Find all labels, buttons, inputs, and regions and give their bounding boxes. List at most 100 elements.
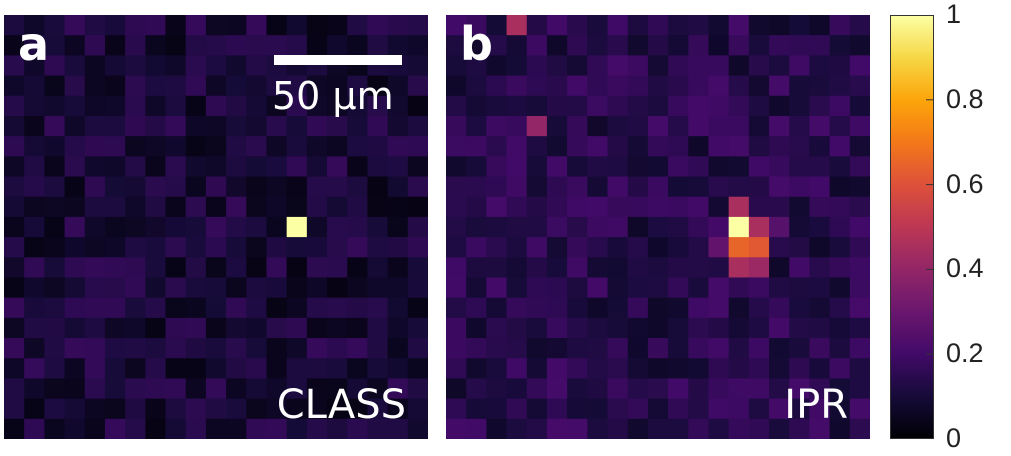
heatmap-cell — [748, 75, 770, 97]
heatmap-cell — [748, 418, 770, 439]
heatmap-cell — [24, 277, 45, 299]
heatmap-cell — [829, 237, 851, 258]
heatmap-cell — [486, 176, 508, 198]
heatmap-cell — [347, 95, 369, 117]
panel-b-method-label: IPR — [784, 382, 848, 428]
heatmap-cell — [486, 358, 508, 380]
heatmap-cell — [446, 115, 467, 137]
heatmap-cell — [748, 338, 770, 359]
heatmap-cell — [849, 257, 870, 279]
heatmap-cell — [466, 378, 487, 400]
heatmap-cell — [185, 277, 207, 299]
heatmap-cell — [668, 277, 689, 299]
heatmap-cell — [64, 136, 86, 157]
heatmap-cell — [506, 297, 528, 319]
heatmap-cell — [125, 196, 146, 218]
heatmap-cell — [668, 297, 689, 319]
heatmap-cell — [205, 196, 227, 218]
heatmap-cell — [769, 15, 790, 36]
heatmap-cell — [466, 317, 487, 339]
heatmap-cell — [145, 196, 167, 218]
heatmap-cell — [668, 136, 689, 157]
heatmap-cell — [769, 237, 790, 258]
heatmap-cell — [306, 35, 328, 56]
heatmap-cell — [627, 398, 649, 420]
heatmap-cell — [4, 136, 25, 157]
heatmap-cell — [668, 378, 689, 400]
heatmap-cell — [24, 216, 45, 238]
heatmap-cell — [64, 196, 86, 218]
heatmap-cell — [688, 196, 710, 218]
heatmap-cell — [627, 196, 649, 218]
heatmap-cell — [64, 277, 86, 299]
heatmap-cell — [607, 398, 629, 420]
heatmap-cell — [64, 398, 86, 420]
heatmap-cell — [849, 358, 870, 380]
heatmap-cell — [306, 115, 328, 137]
heatmap-cell — [64, 176, 86, 198]
heatmap-cell — [567, 176, 588, 198]
heatmap-cell — [668, 237, 689, 258]
heatmap-cell — [185, 398, 207, 420]
heatmap-cell — [84, 55, 106, 77]
heatmap-cell — [185, 338, 207, 359]
heatmap-cell — [587, 237, 609, 258]
heatmap-cell — [64, 156, 86, 178]
heatmap-cell — [809, 277, 831, 299]
heatmap-cell — [145, 277, 167, 299]
heatmap-cell — [306, 358, 328, 380]
heatmap-cell — [407, 35, 428, 56]
scale-bar — [274, 55, 402, 65]
heatmap-cell — [627, 176, 649, 198]
heatmap-cell — [327, 277, 348, 299]
heatmap-cell — [165, 35, 187, 56]
heatmap-cell — [246, 136, 268, 157]
heatmap-cell — [407, 398, 428, 420]
heatmap-cell — [306, 95, 328, 117]
heatmap-cell — [84, 338, 106, 359]
panel-b-heatmap: b IPR — [446, 15, 870, 439]
heatmap-cell — [185, 75, 207, 97]
heatmap-cell — [668, 257, 689, 279]
heatmap-cell — [688, 136, 710, 157]
heatmap-cell — [306, 196, 328, 218]
heatmap-cell — [748, 156, 770, 178]
heatmap-cell — [246, 277, 268, 299]
heatmap-cell — [4, 317, 25, 339]
heatmap-cell — [748, 257, 770, 279]
heatmap-cell — [24, 398, 45, 420]
heatmap-cell — [567, 257, 588, 279]
heatmap-cell — [44, 418, 66, 439]
heatmap-cell — [446, 398, 467, 420]
heatmap-cell — [104, 156, 126, 178]
heatmap-cell — [367, 257, 389, 279]
heatmap-cell — [809, 257, 831, 279]
heatmap-cell — [306, 398, 328, 420]
heatmap-cell — [647, 176, 669, 198]
heatmap-cell — [266, 297, 288, 319]
heatmap-cell — [347, 115, 369, 137]
heatmap-cell — [24, 338, 45, 359]
heatmap-cell — [506, 378, 528, 400]
heatmap-cell — [185, 35, 207, 56]
heatmap-cell — [306, 317, 328, 339]
heatmap-cell — [327, 75, 348, 97]
heatmap-cell — [486, 156, 508, 178]
heatmap-cell — [627, 136, 649, 157]
heatmap-cell — [64, 95, 86, 117]
heatmap-cell — [104, 237, 126, 258]
heatmap-cell — [327, 136, 348, 157]
heatmap-cell — [165, 317, 187, 339]
heatmap-cell — [607, 257, 629, 279]
heatmap-cell — [546, 115, 568, 137]
heatmap-cell — [24, 196, 45, 218]
heatmap-cell — [205, 216, 227, 238]
heatmap-cell — [125, 378, 146, 400]
heatmap-cell — [407, 418, 428, 439]
heatmap-cell — [587, 75, 609, 97]
heatmap-cell — [587, 136, 609, 157]
heatmap-cell — [64, 55, 86, 77]
heatmap-cell — [647, 418, 669, 439]
heatmap-cell — [466, 418, 487, 439]
heatmap-cell — [266, 398, 288, 420]
